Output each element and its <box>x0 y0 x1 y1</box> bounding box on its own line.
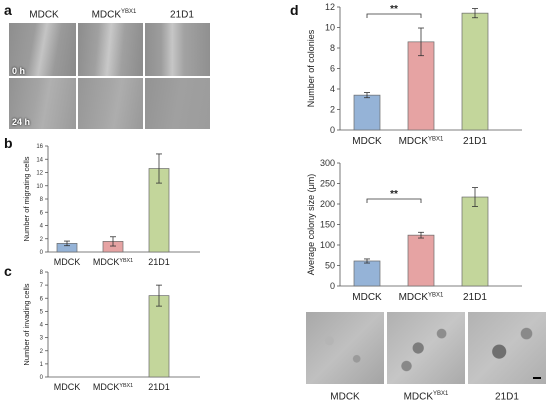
bar <box>407 41 435 131</box>
y-tick-label: 0 <box>40 250 44 256</box>
significance-label: ** <box>390 189 398 200</box>
category-label: 21D1 <box>463 136 487 147</box>
panel-letter-a: a <box>4 2 12 18</box>
panel-a-col-header: MDCKYBX1 <box>91 9 137 21</box>
category-label: MDCKYBX1 <box>399 136 444 147</box>
y-tick-label: 200 <box>320 199 335 209</box>
panel-letter-d: d <box>290 2 299 18</box>
category-superscript: YBX1 <box>428 137 444 143</box>
category-superscript: YBX1 <box>119 383 133 389</box>
panel-letter-b: b <box>4 135 13 151</box>
y-tick-label: 0 <box>330 125 335 135</box>
micrograph-label: MDCKYBX1 <box>403 391 449 403</box>
bar <box>148 295 170 378</box>
y-tick-label: 8 <box>40 270 44 276</box>
y-tick-label: 2 <box>40 349 44 355</box>
y-axis-label: Number of invading cells <box>22 283 31 365</box>
y-tick-label: 12 <box>36 171 43 177</box>
y-tick-label: 50 <box>325 261 335 271</box>
category-label: 21D1 <box>148 257 170 267</box>
category-label: MDCKYBX1 <box>93 257 133 267</box>
category-label: 21D1 <box>463 292 487 303</box>
micrograph-image <box>78 23 143 76</box>
y-tick-label: 2 <box>330 105 335 115</box>
y-tick-label: 7 <box>40 283 44 289</box>
category-superscript: YBX1 <box>428 293 444 299</box>
category-label: MDCK <box>54 257 81 267</box>
category-label: MDCKYBX1 <box>399 292 444 303</box>
panel-a-col-header: MDCK <box>29 9 59 21</box>
y-tick-label: 4 <box>40 224 44 230</box>
y-tick-label: 0 <box>330 281 335 291</box>
micrograph-image <box>9 23 76 76</box>
category-label: MDCK <box>352 136 382 147</box>
y-tick-label: 5 <box>40 309 44 315</box>
y-tick-label: 0 <box>40 375 44 381</box>
colony-image <box>468 312 546 384</box>
bar <box>353 94 381 131</box>
category-label: MDCK <box>54 382 81 392</box>
y-tick-label: 10 <box>325 23 335 33</box>
micrograph-image <box>145 78 210 129</box>
y-tick-label: 8 <box>330 43 335 53</box>
y-axis-label: Average colony size (μm) <box>306 174 316 276</box>
bar <box>461 196 489 287</box>
y-axis-label: Number of colonies <box>306 29 316 107</box>
micrograph-label: 21D1 <box>495 391 519 403</box>
y-tick-label: 10 <box>36 184 43 190</box>
category-label: MDCKYBX1 <box>93 382 133 392</box>
y-tick-label: 6 <box>40 296 44 302</box>
micrograph-image <box>78 78 143 129</box>
category-label: MDCK <box>352 292 382 303</box>
significance-bracket <box>366 198 422 203</box>
y-tick-label: 4 <box>40 323 44 329</box>
y-tick-label: 250 <box>320 179 335 189</box>
micrograph-image <box>9 78 76 129</box>
y-tick-label: 6 <box>330 64 335 74</box>
micrograph-label: MDCK <box>330 391 360 403</box>
panel-letter-c: c <box>4 263 12 279</box>
y-tick-label: 12 <box>325 2 335 12</box>
y-tick-label: 1 <box>40 362 44 368</box>
bar <box>353 260 381 287</box>
y-tick-label: 300 <box>320 158 335 168</box>
y-tick-label: 150 <box>320 220 335 230</box>
y-axis-label: Number of migrating cells <box>22 156 31 241</box>
panel-a-col-header: 21D1 <box>170 9 194 21</box>
scale-bar <box>533 377 541 379</box>
colony-image <box>387 312 465 384</box>
category-label: 21D1 <box>148 382 170 392</box>
bar <box>407 234 435 287</box>
time-label-24h: 24 h <box>12 117 31 127</box>
y-tick-label: 16 <box>36 144 43 150</box>
significance-label: ** <box>390 4 398 15</box>
y-tick-label: 6 <box>40 210 44 216</box>
category-superscript: YBX1 <box>119 258 133 264</box>
y-tick-label: 100 <box>320 240 335 250</box>
micrograph-image <box>145 23 210 76</box>
y-tick-label: 4 <box>330 84 335 94</box>
significance-bracket <box>366 13 422 18</box>
time-label-0h: 0 h <box>12 66 26 76</box>
y-tick-label: 2 <box>40 237 44 243</box>
y-tick-label: 14 <box>36 157 43 163</box>
bar <box>461 12 489 131</box>
y-tick-label: 3 <box>40 336 44 342</box>
colony-image <box>306 312 384 384</box>
y-tick-label: 8 <box>40 197 44 203</box>
